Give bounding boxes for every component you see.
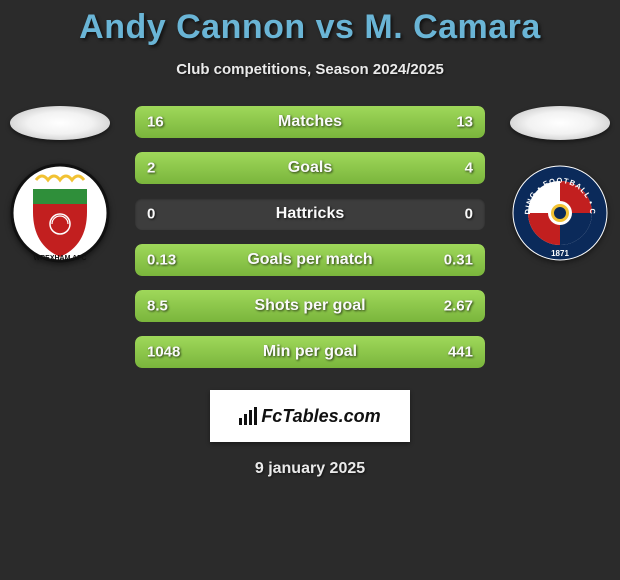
bar-chart-icon bbox=[239, 407, 257, 425]
stat-bar: 2 4 Goals bbox=[135, 152, 485, 184]
stat-value-right: 0 bbox=[465, 206, 473, 223]
stat-value-left: 0 bbox=[147, 206, 155, 223]
club-crest-right: READING • FOOTBALL • CLUB 1871 bbox=[510, 158, 610, 268]
svg-text:1871: 1871 bbox=[551, 249, 569, 258]
club-crest-left: WREXHAM AFC bbox=[10, 158, 110, 268]
stats-column: 16 13 Matches 2 4 Goals 0 0 Hattricks 0.13 0.31 Goa… bbox=[135, 106, 485, 368]
stat-value-left: 0.13 bbox=[147, 252, 176, 269]
stat-bar: 8.5 2.67 Shots per goal bbox=[135, 290, 485, 322]
stat-value-left: 8.5 bbox=[147, 298, 168, 315]
stat-value-right: 4 bbox=[465, 160, 473, 177]
player-right-column: READING • FOOTBALL • CLUB 1871 bbox=[505, 106, 615, 368]
svg-text:WREXHAM AFC: WREXHAM AFC bbox=[33, 255, 86, 262]
stat-fill-right bbox=[251, 152, 486, 184]
avatar-placeholder-right bbox=[510, 106, 610, 140]
stat-bar: 1048 441 Min per goal bbox=[135, 336, 485, 368]
stat-label: Goals bbox=[288, 159, 332, 177]
content-row: WREXHAM AFC 16 13 Matches 2 4 Goals 0 0 Hattrick… bbox=[0, 106, 620, 368]
stat-label: Matches bbox=[278, 113, 342, 131]
fctables-logo-text: FcTables.com bbox=[239, 406, 380, 427]
snapshot-date: 9 january 2025 bbox=[255, 460, 365, 478]
stat-value-right: 441 bbox=[448, 344, 473, 361]
fctables-logo: FcTables.com bbox=[210, 390, 410, 442]
stat-label: Goals per match bbox=[247, 251, 372, 269]
stat-label: Shots per goal bbox=[254, 297, 365, 315]
stat-label: Hattricks bbox=[276, 205, 344, 223]
stat-bar: 0 0 Hattricks bbox=[135, 198, 485, 230]
stat-value-right: 0.31 bbox=[444, 252, 473, 269]
stat-bar: 16 13 Matches bbox=[135, 106, 485, 138]
player-left-column: WREXHAM AFC bbox=[5, 106, 115, 368]
stat-value-left: 16 bbox=[147, 114, 164, 131]
stat-value-right: 13 bbox=[456, 114, 473, 131]
logo-label: FcTables.com bbox=[261, 406, 380, 427]
subtitle: Club competitions, Season 2024/2025 bbox=[176, 61, 444, 78]
stat-value-right: 2.67 bbox=[444, 298, 473, 315]
page-title: Andy Cannon vs M. Camara bbox=[79, 8, 541, 47]
stat-value-left: 1048 bbox=[147, 344, 180, 361]
stat-label: Min per goal bbox=[263, 343, 357, 361]
avatar-placeholder-left bbox=[10, 106, 110, 140]
stat-bar: 0.13 0.31 Goals per match bbox=[135, 244, 485, 276]
stat-value-left: 2 bbox=[147, 160, 155, 177]
